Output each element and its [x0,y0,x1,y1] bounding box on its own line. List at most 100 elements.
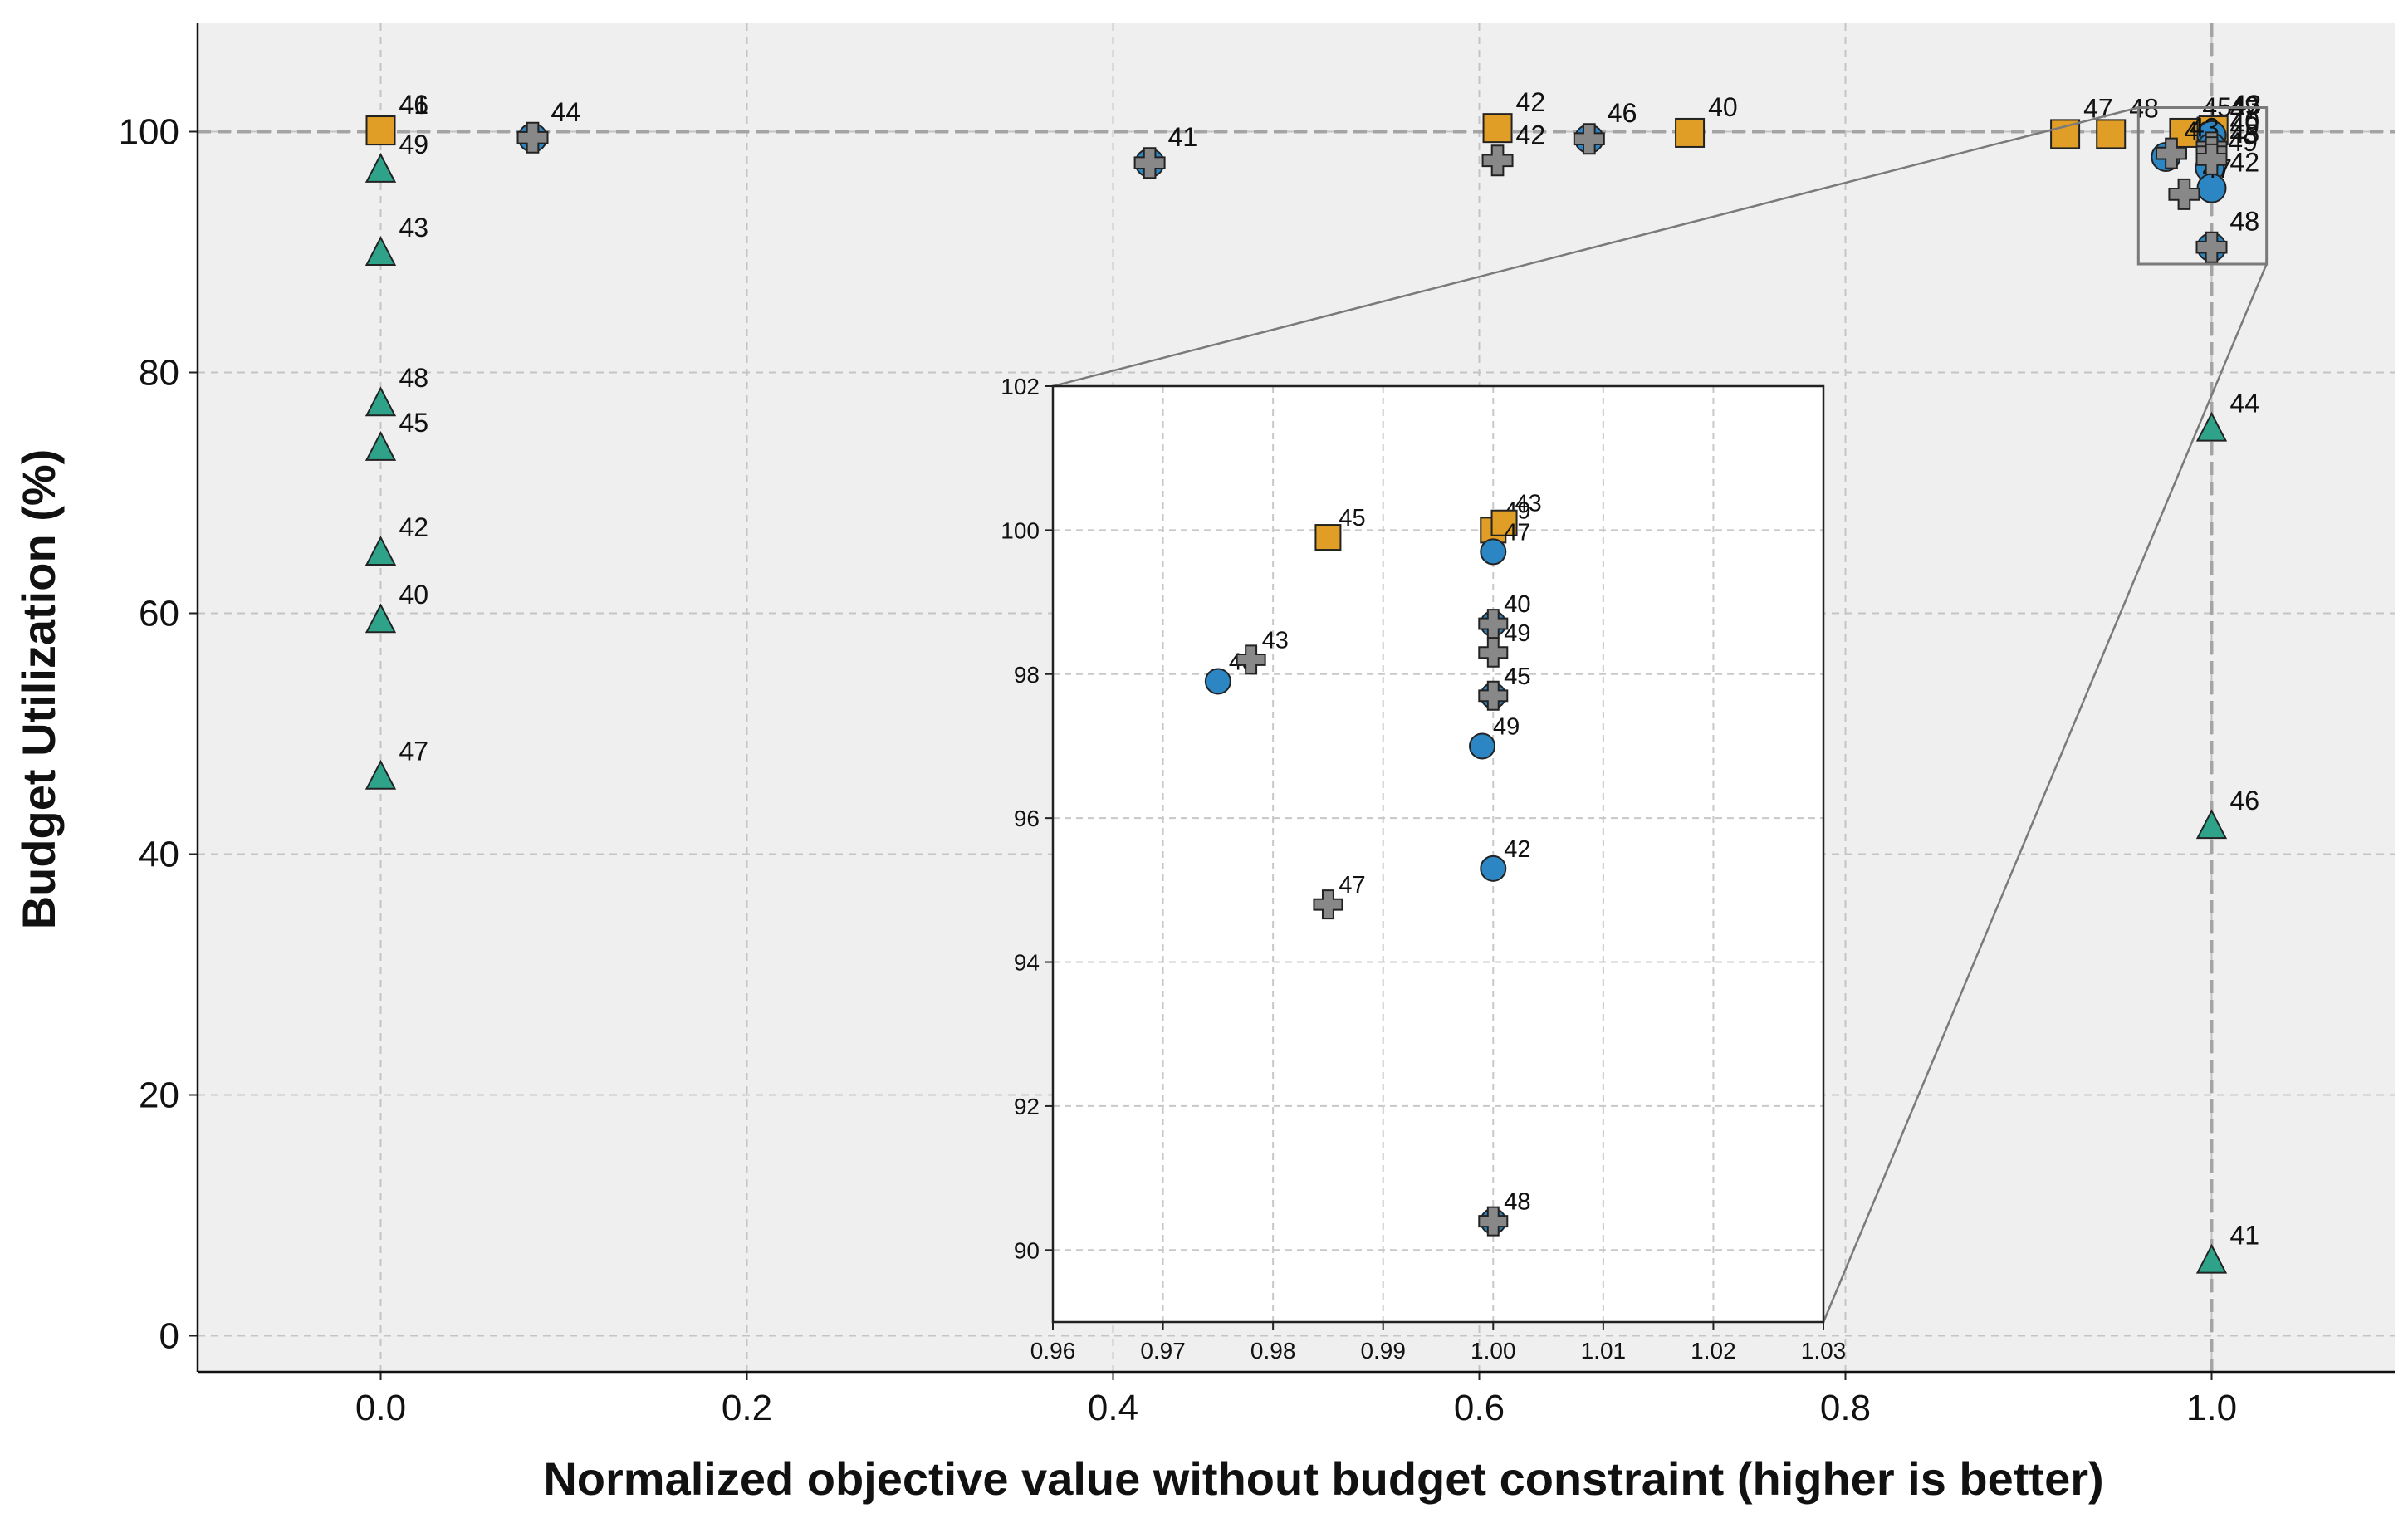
point-label: 41 [1168,122,1198,152]
triangle-marker [365,759,397,790]
inset-circle-marker [1480,855,1507,882]
x-tick-label: 0.2 [722,1388,772,1428]
point-label: 45 [2230,119,2260,149]
point-label: 46 [1608,98,1637,128]
inset-point-label: 45 [1504,664,1530,690]
zoom-region-box [2136,106,2269,266]
point-label: 41 [1168,122,1198,152]
inset-point-label: 45 [1504,664,1530,690]
inset-point-label: 43 [1262,627,1289,654]
point-label: 46 [1608,98,1637,128]
x-axis-title: Normalized objective value without budge… [543,1452,2103,1505]
point-label: 43 [399,213,429,242]
inset-circle-marker [1204,668,1231,695]
inset-point-label: 42 [1504,836,1530,863]
point-label: 49 [399,130,429,159]
inset-x-tick-label: 0.97 [1140,1338,1186,1364]
square-marker [365,115,396,146]
inset-x-tick-label: 1.00 [1471,1338,1516,1364]
inset-x-tick-label: 1.01 [1581,1338,1627,1364]
point-label: 43 [2232,90,2262,120]
inset-y-tick-label: 98 [1014,662,1040,688]
plus-marker [2155,137,2187,169]
inset-y-tick-label: 92 [1014,1094,1040,1119]
inset-x-tick-label: 0.98 [1250,1338,1296,1364]
plus-marker [1481,144,1514,177]
x-tick-label: 1.0 [2186,1388,2237,1428]
inset-y-tick-label: 96 [1014,806,1040,831]
square-marker [1675,117,1706,148]
inset-point-label: 47 [1504,519,1530,546]
x-tick-label: 0.0 [355,1388,406,1428]
point-label: 40 [1708,92,1738,122]
inset-y-tick-label: 94 [1014,950,1040,976]
point-label: 40 [2230,106,2260,136]
zoom-connector-line [1822,263,2268,1323]
y-tick-label: 40 [139,835,179,875]
y-tick-label: 20 [139,1075,179,1116]
plus-marker [2168,178,2200,210]
inset-point-label: 48 [1504,1189,1530,1216]
triangle-marker [365,153,397,183]
y-tick-label: 60 [139,594,179,634]
inset-square-marker [1490,509,1518,536]
inset-plot: 0.96 0.97 0.98 0.99 1.00 1.01 1.02 1.03 90 92 94 96… [1001,374,1846,1364]
point-label: 42 [1516,120,1546,149]
point-label: 45 [399,408,429,438]
x-tick-label: 0.4 [1088,1388,1138,1428]
triangle-marker [365,536,397,566]
plus-marker [2195,231,2228,263]
point-label: 49 [2230,111,2260,141]
inset-x-tick-label: 0.96 [1030,1338,1076,1364]
triangle-marker [2195,411,2228,442]
x-tick-label: 0.8 [1820,1388,1871,1428]
triangle-marker [365,603,397,634]
point-label: 49 [2228,127,2258,157]
point-label: 40 [2230,106,2260,136]
square-marker [2096,119,2127,149]
square-marker [1482,113,1513,144]
point-label: 44 [2230,389,2260,419]
inset-frame [1051,384,1825,1324]
triangle-marker [365,236,397,266]
plus-marker [1133,147,1166,179]
triangle-marker [365,386,397,417]
triangle-marker [2195,809,2228,840]
x-tick-label: 0.6 [1454,1388,1505,1428]
point-label: 48 [2230,207,2260,237]
inset-point-label: 47 [1339,872,1365,899]
y-tick-label: 0 [159,1316,179,1357]
plus-marker [2195,143,2228,175]
inset-plus-marker [1236,644,1266,675]
plus-marker [1573,123,1605,155]
point-label: 42 [399,512,429,542]
y-tick-label: 80 [139,353,179,394]
zoom-connector-line [1052,106,2139,388]
inset-y-tick-label: 102 [1001,374,1040,399]
point-label: 40 [399,580,429,610]
inset-x-tick-label: 0.99 [1360,1338,1406,1364]
point-label: 42 [2230,148,2260,178]
inset-point-label: 40 [1504,591,1530,618]
point-label: 42 [1516,87,1546,117]
point-label: 41 [2230,1221,2260,1251]
triangle-marker [365,430,397,461]
point-label: 45 [2230,119,2260,149]
point-label: 47 [2230,95,2260,125]
inset-x-tick-label: 1.03 [1801,1338,1847,1364]
y-axis-title: Budget Utilization (%) [12,449,65,930]
point-label: 41 [399,90,429,120]
inset-point-label: 49 [1493,713,1520,740]
inset-point-label: 43 [1515,491,1542,517]
zoom-connectors [1052,106,2269,1323]
inset-point-label: 45 [1339,505,1365,531]
point-label: 49 [2230,91,2260,121]
inset-background [1053,386,1823,1322]
point-label: 46 [399,90,429,120]
inset-point-label: 48 [1504,1189,1530,1216]
point-label: 48 [399,363,429,393]
inset-y-tick-label: 90 [1014,1237,1040,1263]
point-label: 44 [551,97,581,127]
inset-circle-marker [1469,732,1496,760]
